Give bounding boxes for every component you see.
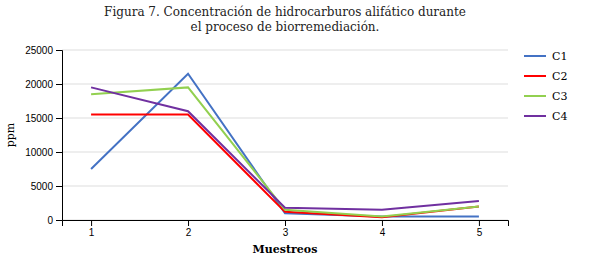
x-axis-title: Muestreos <box>253 243 318 256</box>
legend-label: C4 <box>552 110 567 123</box>
legend-swatch <box>524 95 546 97</box>
y-tick: 0 <box>47 215 62 226</box>
x-tick-mark <box>91 220 92 226</box>
x-tick-label: 4 <box>380 227 386 238</box>
y-axis-line <box>56 51 63 221</box>
series-line <box>91 87 479 209</box>
y-tick-mark <box>56 186 62 187</box>
grid-line <box>62 50 508 51</box>
y-tick: 20000 <box>25 79 62 90</box>
x-tick: 2 <box>186 220 192 238</box>
legend-label: C3 <box>552 90 567 103</box>
legend-item: C3 <box>524 90 567 103</box>
y-tick-label: 10000 <box>25 147 53 158</box>
legend-swatch <box>524 75 546 77</box>
grid-line <box>62 84 508 85</box>
title: Figura 7. Concentración de hidrocarburos… <box>104 5 466 34</box>
grid-line <box>62 152 508 153</box>
x-tick-label: 3 <box>283 227 289 238</box>
chart: Figura 7. Concentración de hidrocarburos… <box>0 0 600 258</box>
x-tick-mark <box>479 220 480 226</box>
grid-line <box>62 118 508 119</box>
y-tick-label: 20000 <box>25 79 53 90</box>
legend: C1 C2 C3 C4 <box>524 50 567 123</box>
y-tick-mark <box>56 118 62 119</box>
y-tick-mark <box>56 50 62 51</box>
y-tick-mark <box>56 152 62 153</box>
x-tick-label: 2 <box>186 227 192 238</box>
x-tick-mark <box>382 220 383 226</box>
series-line <box>91 115 479 218</box>
x-axis: 1 2 3 4 5 <box>63 220 509 238</box>
y-tick: 25000 <box>25 45 62 56</box>
legend-item: C1 <box>524 50 567 63</box>
legend-label: C1 <box>552 50 567 63</box>
grid <box>62 50 508 220</box>
legend-item: C4 <box>524 110 567 123</box>
legend-swatch <box>524 115 546 117</box>
series-line <box>91 74 479 217</box>
lines <box>91 74 479 217</box>
series-line <box>91 87 479 216</box>
y-tick-mark <box>56 84 62 85</box>
grid-line <box>62 186 508 187</box>
x-tick: 4 <box>380 220 386 238</box>
y-tick-label: 15000 <box>25 113 53 124</box>
y-tick-label: 5000 <box>31 181 54 192</box>
y-axis-title: ppm <box>4 122 17 147</box>
legend-item: C2 <box>524 70 567 83</box>
x-tick-mark <box>285 220 286 226</box>
y-tick: 5000 <box>31 181 62 192</box>
legend-swatch <box>524 55 546 57</box>
y-tick: 15000 <box>25 113 62 124</box>
y-tick: 10000 <box>25 147 62 158</box>
y-tick-label: 0 <box>47 215 53 226</box>
legend-label: C2 <box>552 70 567 83</box>
x-axis-line <box>63 221 509 227</box>
x-tick-mark <box>188 220 189 226</box>
plot: 1 2 3 4 5 0 5000 10000 15000 20000 25000 <box>25 45 508 238</box>
x-tick: 3 <box>283 220 289 238</box>
x-tick-label: 5 <box>477 227 483 238</box>
y-axis: 0 5000 10000 15000 20000 25000 <box>25 45 62 226</box>
y-tick-label: 25000 <box>25 45 53 56</box>
x-tick: 1 <box>89 220 95 238</box>
y-tick-mark <box>56 220 62 221</box>
x-tick: 5 <box>477 220 483 238</box>
x-tick-label: 1 <box>89 227 95 238</box>
